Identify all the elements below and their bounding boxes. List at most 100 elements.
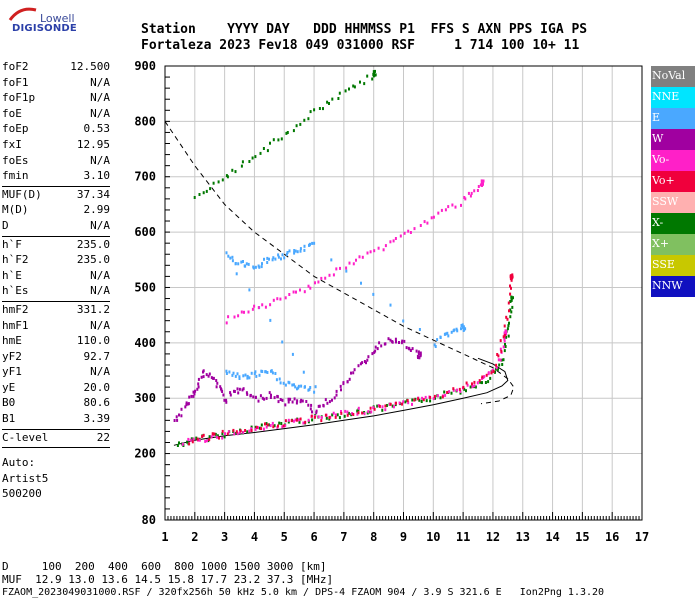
data-point bbox=[204, 439, 207, 443]
data-point bbox=[338, 416, 341, 420]
data-point bbox=[254, 370, 257, 374]
data-point bbox=[328, 102, 330, 105]
data-point bbox=[481, 182, 484, 186]
param-separator bbox=[2, 235, 110, 237]
param-value: 22 bbox=[96, 430, 110, 444]
param-row: yF2 92.7 bbox=[2, 350, 110, 366]
data-point bbox=[195, 436, 198, 440]
data-point bbox=[483, 375, 486, 379]
data-point bbox=[344, 89, 347, 93]
data-point bbox=[269, 424, 272, 428]
data-point bbox=[294, 249, 297, 253]
data-point bbox=[313, 415, 316, 419]
data-point bbox=[508, 309, 510, 313]
data-point bbox=[407, 229, 410, 233]
data-point bbox=[347, 411, 350, 415]
param-value: 331.2 bbox=[76, 302, 110, 316]
data-point bbox=[269, 141, 271, 145]
plot-frame bbox=[164, 65, 643, 521]
param-row: fmin 3.10 bbox=[2, 169, 110, 185]
data-point bbox=[216, 381, 219, 385]
data-point bbox=[389, 240, 392, 244]
data-point bbox=[237, 391, 240, 395]
data-point bbox=[302, 370, 305, 374]
data-point bbox=[311, 241, 314, 245]
data-point bbox=[239, 429, 242, 433]
data-point bbox=[359, 362, 362, 366]
data-point bbox=[231, 373, 234, 377]
data-point bbox=[292, 129, 295, 133]
data-point bbox=[404, 400, 407, 404]
data-point bbox=[277, 255, 280, 259]
data-point bbox=[180, 407, 183, 411]
data-point bbox=[409, 349, 412, 352]
data-point bbox=[450, 391, 453, 395]
data-point bbox=[509, 315, 512, 319]
data-point bbox=[284, 383, 287, 387]
param-name: B0 bbox=[2, 396, 16, 410]
data-point bbox=[378, 404, 381, 408]
data-point bbox=[511, 275, 514, 279]
data-point bbox=[503, 337, 506, 341]
data-point bbox=[295, 401, 298, 405]
data-point bbox=[505, 335, 508, 339]
data-point bbox=[184, 405, 187, 409]
data-point bbox=[400, 341, 403, 345]
data-point bbox=[212, 376, 215, 380]
data-point bbox=[343, 414, 346, 418]
data-point bbox=[413, 227, 416, 231]
data-point bbox=[484, 381, 487, 384]
data-point bbox=[332, 273, 335, 277]
data-point bbox=[487, 371, 490, 375]
y-tick-label: 200 bbox=[134, 447, 156, 461]
data-point bbox=[176, 418, 179, 422]
data-point bbox=[418, 398, 421, 402]
data-point bbox=[287, 397, 290, 401]
data-point bbox=[264, 370, 267, 374]
data-point bbox=[315, 409, 318, 413]
param-value: 0.53 bbox=[83, 122, 111, 136]
data-point bbox=[311, 410, 313, 414]
data-point bbox=[212, 181, 215, 185]
legend: NoVal NNE E W Vo- Vo+ SSW X- X+ SSE NNW bbox=[651, 66, 695, 297]
data-point bbox=[258, 265, 261, 269]
data-point bbox=[238, 375, 241, 379]
param-separator bbox=[2, 428, 110, 430]
data-point bbox=[352, 262, 355, 266]
x-tick-label: 7 bbox=[340, 530, 347, 544]
data-point bbox=[299, 400, 302, 404]
data-point bbox=[422, 398, 425, 402]
data-point bbox=[487, 380, 490, 384]
data-point bbox=[345, 269, 348, 273]
param-row: fxI 12.95 bbox=[2, 138, 110, 154]
data-point bbox=[284, 296, 287, 300]
data-point bbox=[460, 324, 463, 327]
param-row: B0 80.6 bbox=[2, 396, 110, 412]
data-point bbox=[510, 310, 513, 314]
param-value: 2.99 bbox=[83, 203, 111, 217]
data-point bbox=[202, 433, 205, 437]
data-point bbox=[192, 437, 195, 441]
data-point bbox=[201, 435, 204, 438]
data-point bbox=[247, 262, 250, 266]
data-point bbox=[242, 387, 245, 391]
data-point bbox=[391, 404, 394, 408]
data-point bbox=[260, 423, 263, 427]
data-point bbox=[309, 286, 312, 290]
data-point bbox=[382, 248, 385, 252]
data-point bbox=[418, 328, 421, 331]
data-point bbox=[446, 331, 449, 335]
data-point bbox=[322, 403, 325, 407]
data-point bbox=[248, 376, 251, 380]
data-point bbox=[191, 440, 194, 444]
param-value: 37.34 bbox=[76, 187, 110, 201]
data-point bbox=[307, 418, 310, 422]
data-point bbox=[243, 264, 246, 268]
data-point bbox=[419, 351, 422, 355]
data-point bbox=[226, 432, 229, 436]
data-point bbox=[509, 300, 512, 303]
param-name: foEs bbox=[2, 153, 29, 167]
data-point bbox=[205, 189, 208, 193]
data-point bbox=[216, 435, 219, 439]
data-point bbox=[254, 265, 257, 269]
